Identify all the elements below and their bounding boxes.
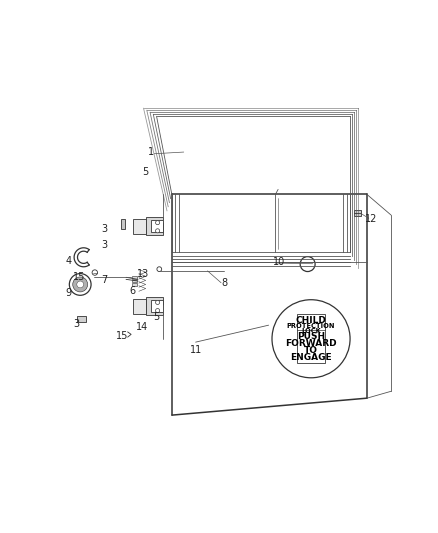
Text: 6: 6 [129,286,135,296]
Bar [354,210,361,216]
Circle shape [77,281,84,288]
Text: 15: 15 [116,332,128,341]
Circle shape [69,273,91,295]
Text: 8: 8 [222,278,227,288]
Text: 11: 11 [190,345,202,355]
Bar [152,300,163,312]
Text: PROTECTION: PROTECTION [287,323,335,329]
Bar [146,217,163,235]
Bar [77,316,86,322]
Bar [146,296,163,315]
Text: 10: 10 [273,257,285,268]
Bar [133,219,146,235]
Circle shape [272,300,350,378]
Circle shape [155,309,159,313]
Text: 14: 14 [136,322,148,332]
Text: 7: 7 [101,275,107,285]
Bar [152,220,163,232]
Text: CHILD: CHILD [296,316,326,325]
Text: FORWARD: FORWARD [285,340,337,349]
Text: 5: 5 [143,167,149,177]
Text: 3: 3 [101,240,107,251]
Circle shape [155,229,159,233]
Text: PUSH: PUSH [297,332,325,341]
Circle shape [92,270,98,275]
Text: 4: 4 [66,256,72,265]
Text: 5: 5 [153,312,160,322]
Circle shape [155,221,159,225]
Text: 3: 3 [74,319,80,329]
Text: 3: 3 [101,224,107,235]
Text: TO: TO [304,346,318,355]
Circle shape [157,267,162,271]
Circle shape [155,301,159,304]
Bar [121,219,125,229]
Bar [297,314,325,364]
Bar [132,284,137,286]
Circle shape [73,277,88,292]
Text: 13: 13 [137,269,149,279]
Text: ENGAGE: ENGAGE [290,353,332,362]
Text: LOCK: LOCK [301,328,321,334]
Text: 12: 12 [365,214,377,224]
Text: 15: 15 [73,272,86,281]
Text: 1: 1 [148,147,155,157]
Bar [132,280,137,282]
Bar [133,299,146,314]
Bar [132,276,137,279]
Text: 9: 9 [65,288,71,298]
